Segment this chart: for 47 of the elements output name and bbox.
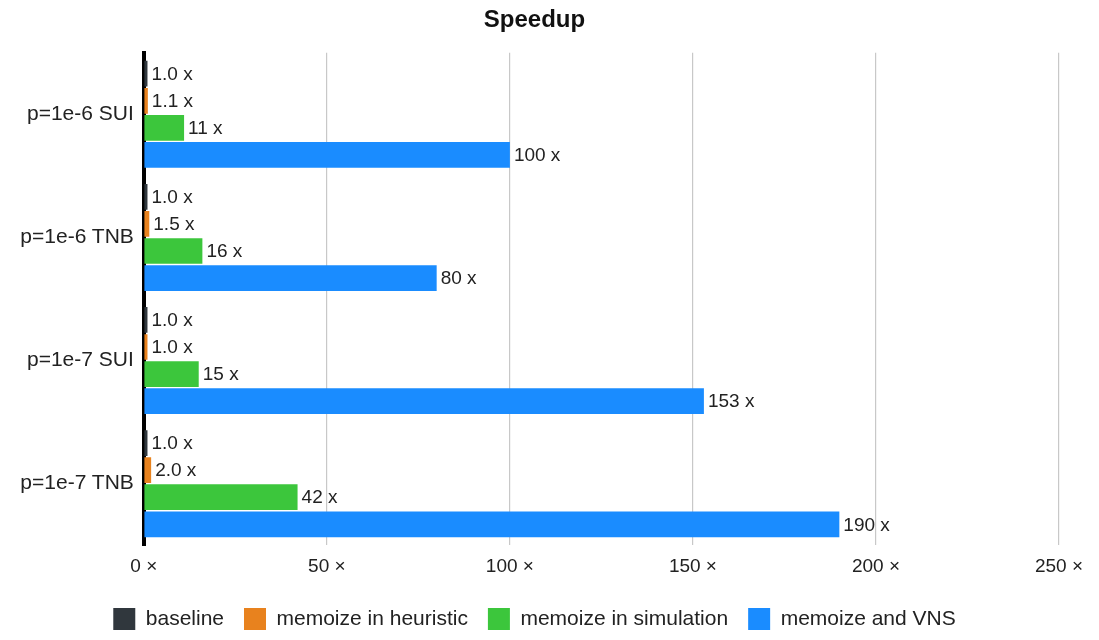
y-tick-label: p=1e-6 TNB [20,224,134,248]
bar [144,388,704,415]
data-label: 16 x [206,240,243,262]
legend-label: memoize in simulation [520,605,729,629]
y-tick-label: p=1e-7 TNB [20,470,134,494]
legend-label: baseline [145,605,225,629]
bar [144,430,148,456]
legend-label: memoize in heuristic [276,605,468,629]
y-tick-label: p=1e-6 SUI [26,101,134,125]
bar [144,142,510,168]
data-label: 1.0 x [151,186,194,208]
data-label: 11 x [188,117,224,139]
bar [144,87,148,114]
data-label: 1.5 x [153,213,195,235]
data-label: 153 x [707,390,755,412]
x-tick-label: 200 × [851,554,900,576]
bar [144,265,437,291]
bar [144,484,298,511]
data-label: 1.0 x [151,432,194,454]
data-label: 80 x [440,267,478,289]
data-label: 1.1 x [151,90,194,112]
x-tick-label: 50 × [308,554,346,576]
data-label: 15 x [202,363,240,385]
legend-label: memoize and VNS [780,605,956,629]
x-tick-label: 150 × [668,554,717,576]
bar [144,60,148,87]
data-label: 100 x [513,144,561,166]
x-tick-label: 0 × [130,554,158,576]
data-label: 1.0 x [151,336,194,358]
data-label: 1.0 x [151,62,194,84]
data-label: 1.0 x [151,309,194,331]
bar [144,238,203,264]
bar [144,211,150,237]
bar [144,334,148,360]
bar [144,511,840,538]
bar [144,361,199,387]
data-label: 190 x [843,513,891,535]
chart-title: Speedup [483,5,586,33]
bar [144,115,185,141]
data-label: 42 x [301,486,338,508]
x-tick-label: 250 × [1034,554,1084,576]
data-label: 2.0 x [155,459,197,481]
bar [144,307,148,333]
bar [144,457,152,483]
bar [144,183,148,210]
x-tick-label: 100 × [485,554,534,576]
y-tick-label: p=1e-7 SUI [26,347,134,371]
